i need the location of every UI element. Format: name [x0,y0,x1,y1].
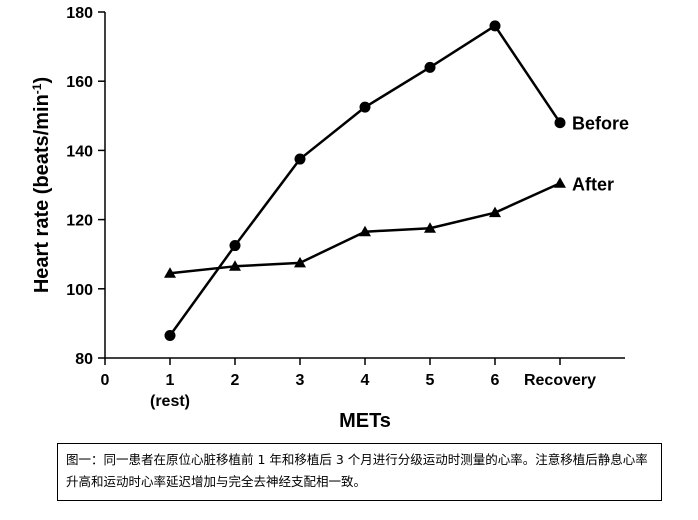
x-tick-label-6: 6 [491,372,500,389]
series-line-before [168,24,562,337]
point-before-1 [164,330,176,342]
x-tick-label-2: 2 [231,372,240,389]
y-axis-title: Heart rate (beats/min-1) [30,77,53,293]
y-tick-label-160: 160 [66,74,93,91]
x-ticks: 0 1 (rest) 2 3 4 5 6 Recovery [101,358,596,410]
series-label-before: Before [572,114,629,134]
point-after-2 [229,260,241,271]
y-tick-label-180: 180 [66,5,93,22]
point-before-6 [489,20,501,32]
point-after-5 [424,222,436,233]
point-after-6 [489,206,501,218]
axes [104,12,625,359]
point-after-recovery [554,177,566,188]
x-tick-label-1: 1 [166,372,175,389]
point-before-5 [424,61,436,73]
series-before: Before [164,20,629,342]
series-after: After [164,174,614,278]
y-tick-label-100: 100 [66,282,93,299]
y-ticks: 80 100 120 140 160 180 [66,5,105,368]
x-tick-label-4: 4 [361,372,370,389]
y-axis-title-main: Heart rate (beats/min [31,94,53,293]
x-tick-sublabel-1: (rest) [150,393,190,410]
series-label-after: After [572,174,614,194]
point-before-recovery [554,117,566,129]
y-tick-label-80: 80 [75,351,93,368]
x-axis-title: METs [339,410,391,432]
figure-caption: 图一：同一患者在原位心脏移植前 1 年和移植后 3 个月进行分级运动时测量的心率… [57,443,662,501]
point-before-3 [294,153,306,165]
x-tick-label-3: 3 [296,372,305,389]
point-after-4 [359,225,371,237]
y-tick-label-120: 120 [66,213,93,230]
x-tick-label-recovery: Recovery [524,372,596,389]
y-axis-title-sup: -1 [30,83,44,94]
x-tick-label-0: 0 [101,372,110,389]
series-layer: Before After [164,20,629,342]
point-after-3 [294,256,306,268]
point-after-1 [164,267,176,278]
x-tick-label-5: 5 [426,372,435,389]
point-before-2 [229,240,241,252]
point-before-4 [359,101,371,113]
y-tick-label-140: 140 [66,143,93,160]
y-axis-title-suffix: ) [31,77,53,84]
